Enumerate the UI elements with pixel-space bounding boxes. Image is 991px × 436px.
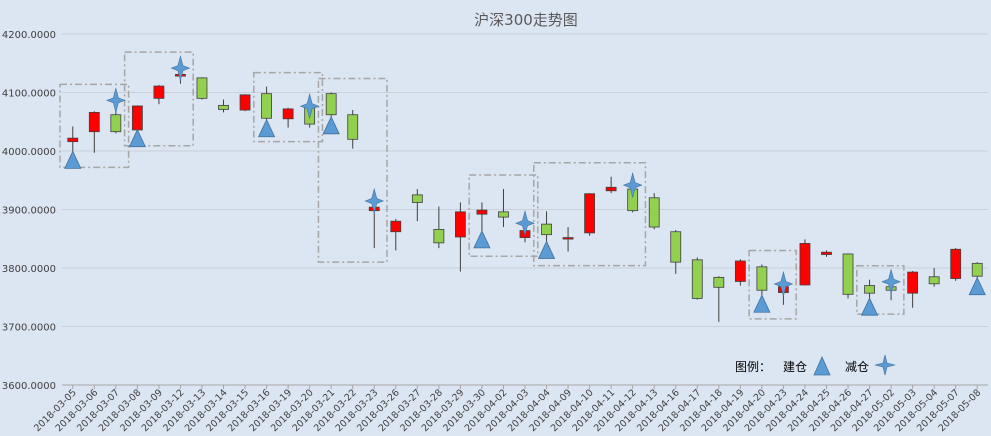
- candle-body: [734, 260, 746, 282]
- legend-build-label: 建仓: [783, 360, 807, 374]
- reduce-marker-star: [773, 270, 794, 298]
- y-tick-label: 4100.0000: [2, 89, 56, 100]
- candle-body: [390, 220, 402, 233]
- candle-body: [325, 93, 337, 116]
- candle-body: [950, 248, 962, 279]
- build-marker-triangle: [537, 240, 556, 259]
- candle-body: [239, 94, 251, 111]
- legend-label: 图例：: [735, 360, 771, 374]
- highlight-box: [123, 51, 194, 147]
- build-marker-triangle: [257, 118, 276, 138]
- candle-body: [196, 77, 208, 99]
- reduce-marker-star: [515, 210, 535, 237]
- highlight-box: [468, 174, 539, 258]
- y-axis: 3600.0000 3700.0000 3800.0000 3900.0000 4000…: [2, 30, 988, 392]
- candle-body: [218, 104, 229, 110]
- y-tick-label: 4200.0000: [2, 30, 56, 41]
- build-marker-triangle: [753, 294, 771, 313]
- reduce-marker-star: [299, 93, 320, 120]
- candle-body: [842, 253, 854, 295]
- y-tick-label: 3600.0000: [2, 381, 56, 392]
- build-marker-triangle: [322, 115, 340, 135]
- candle-body: [282, 108, 294, 120]
- reduce-marker-star: [622, 171, 643, 199]
- candles: [67, 66, 983, 322]
- build-marker-triangle: [860, 297, 879, 316]
- reduce-marker-star: [106, 87, 126, 114]
- gridlines: [62, 33, 988, 386]
- legend: 图例： 建仓 减仓: [735, 354, 896, 376]
- candle-body: [928, 276, 940, 285]
- candle-body: [498, 211, 509, 218]
- candle-body: [756, 266, 768, 291]
- legend-reduce-label: 减仓: [845, 360, 869, 374]
- candle-body: [88, 111, 100, 133]
- candle-body: [821, 251, 832, 255]
- candle-body: [605, 186, 617, 192]
- position-markers: [64, 54, 986, 316]
- highlight-box: [59, 83, 130, 169]
- reduce-marker-star: [170, 54, 191, 82]
- candle-body: [562, 237, 574, 240]
- candle-body: [907, 271, 919, 294]
- candle-body: [713, 276, 725, 288]
- build-marker-triangle: [128, 128, 147, 148]
- candle-body: [454, 211, 466, 238]
- highlight-box: [748, 249, 797, 320]
- candle-body: [347, 114, 359, 140]
- highlight-boxes: [59, 51, 905, 320]
- candle-body: [691, 259, 703, 299]
- candle-body: [110, 114, 122, 133]
- candle-body: [67, 137, 79, 143]
- y-tick-label: 3900.0000: [2, 206, 56, 217]
- highlight-box: [253, 71, 324, 143]
- y-tick-label: 3800.0000: [2, 264, 56, 275]
- reduce-marker-star: [881, 268, 901, 295]
- chart-title: 沪深300走势图: [474, 11, 578, 29]
- x-axis: 2018-03-052018-03-062018-03-072018-03-08…: [32, 385, 983, 434]
- candle-body: [864, 285, 875, 294]
- candle-body: [541, 223, 552, 236]
- reduce-marker-star: [364, 187, 385, 215]
- candle-body: [476, 209, 488, 215]
- highlight-box: [317, 77, 388, 263]
- candle-body: [411, 194, 423, 203]
- candle-body: [433, 228, 445, 244]
- build-marker-triangle: [968, 276, 986, 296]
- build-marker-triangle: [64, 150, 82, 169]
- candle-body: [261, 93, 272, 119]
- highlight-box: [856, 264, 905, 315]
- build-marker-triangle: [473, 229, 491, 249]
- candle-body: [131, 105, 143, 131]
- candle-body: [670, 231, 682, 263]
- candle-body: [799, 243, 811, 286]
- candle-body: [584, 193, 596, 234]
- y-tick-label: 3700.0000: [2, 323, 56, 334]
- legend-reduce-star-icon: [874, 354, 896, 376]
- candle-body: [971, 262, 983, 277]
- highlight-box: [533, 161, 647, 267]
- candle-body: [153, 85, 165, 99]
- legend-build-triangle-icon: [813, 356, 831, 376]
- y-tick-label: 4000.0000: [2, 147, 56, 158]
- candle-body: [648, 197, 660, 228]
